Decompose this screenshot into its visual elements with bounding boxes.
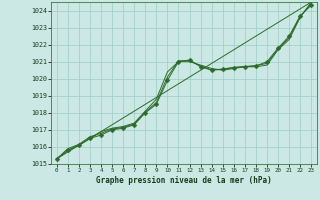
- X-axis label: Graphe pression niveau de la mer (hPa): Graphe pression niveau de la mer (hPa): [96, 176, 272, 185]
